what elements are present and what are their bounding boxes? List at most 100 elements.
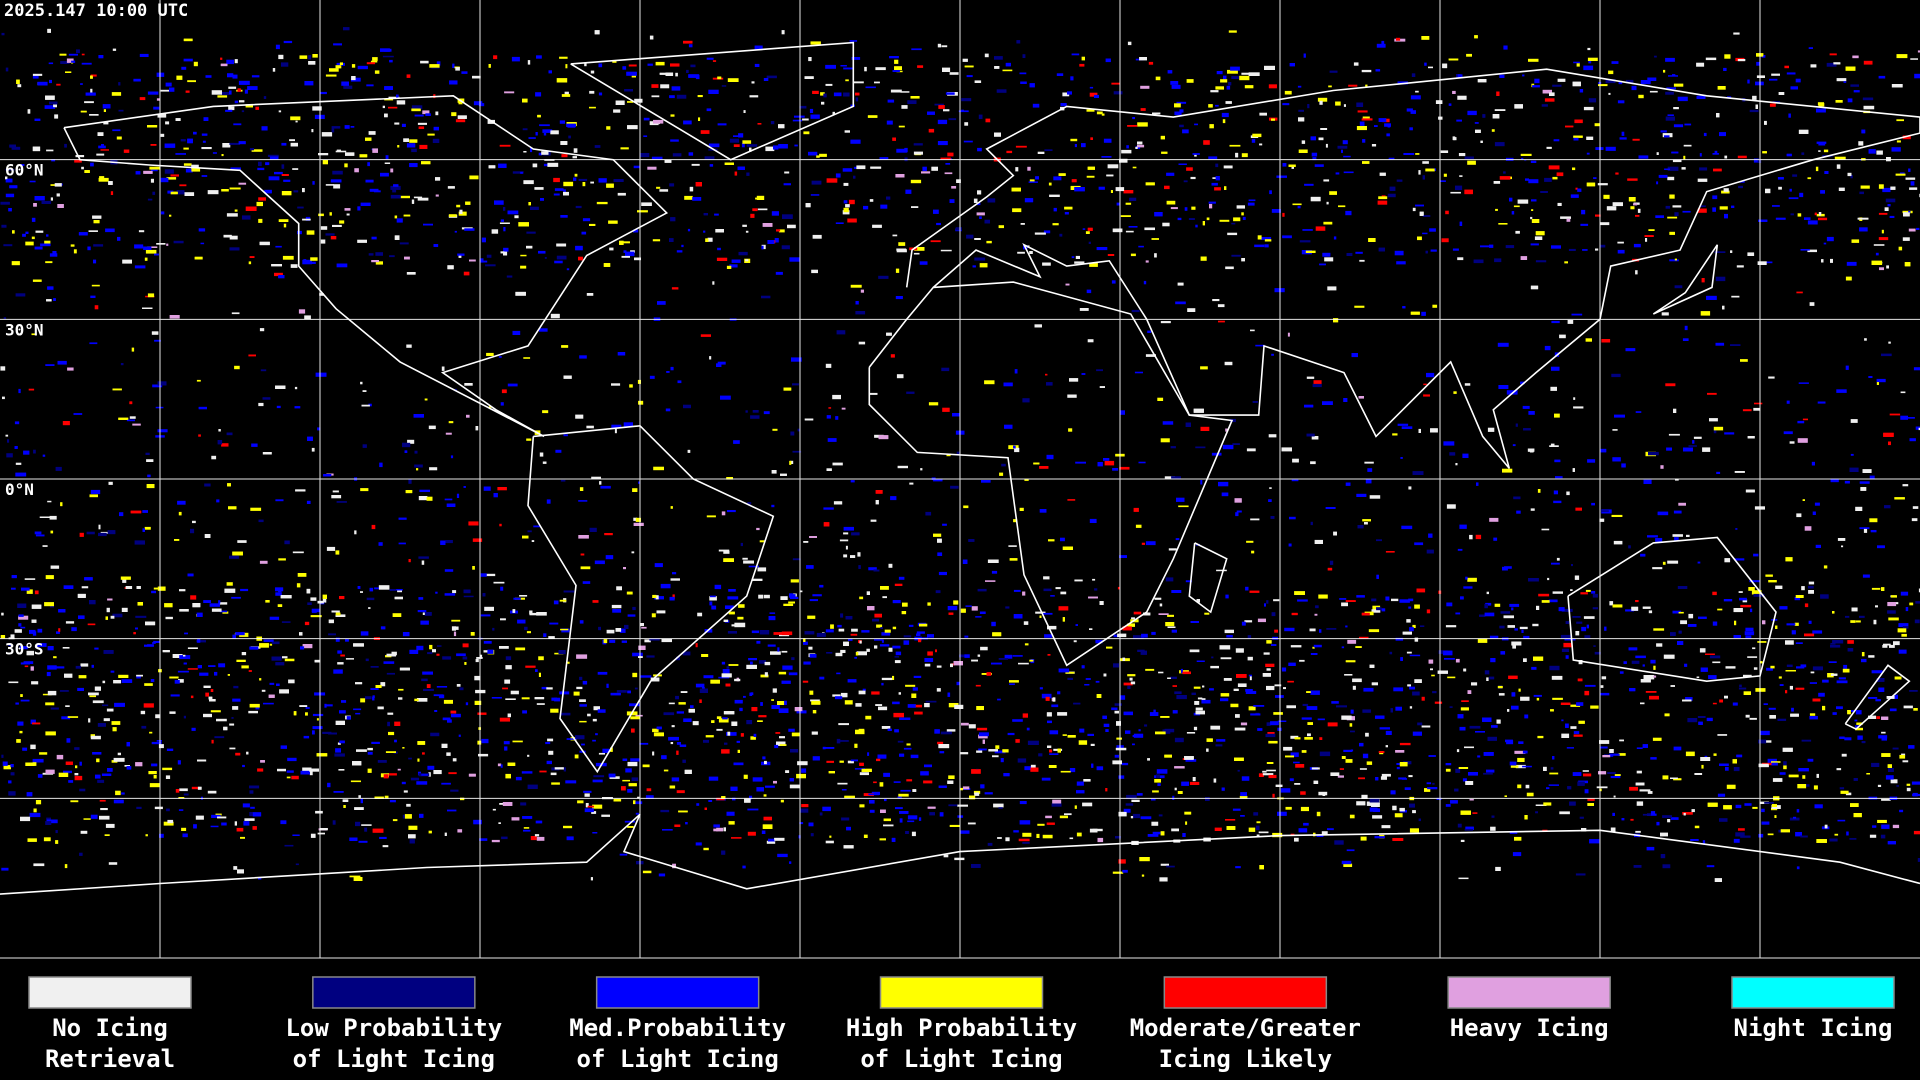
icing-pixel xyxy=(777,701,785,705)
icing-pixel xyxy=(20,626,26,629)
icing-pixel xyxy=(635,517,641,522)
icing-pixel xyxy=(106,708,114,712)
icing-pixel xyxy=(1121,149,1132,154)
icing-pixel xyxy=(966,234,974,239)
icing-pixel xyxy=(548,750,554,755)
icing-pixel xyxy=(1632,138,1640,141)
icing-pixel xyxy=(1809,682,1817,684)
icing-pixel xyxy=(3,765,11,770)
icing-pixel xyxy=(451,626,456,631)
icing-pixel xyxy=(1365,479,1372,484)
icing-pixel xyxy=(1511,692,1516,697)
icing-pixel xyxy=(1531,666,1537,670)
icing-pixel xyxy=(892,701,900,705)
icing-pixel xyxy=(176,75,183,80)
icing-pixel xyxy=(692,721,699,726)
icing-pixel xyxy=(0,635,6,639)
icing-pixel xyxy=(1004,654,1013,659)
icing-pixel xyxy=(1888,768,1894,772)
icing-pixel xyxy=(394,739,397,743)
icing-pixel xyxy=(1345,660,1356,663)
icing-pixel xyxy=(1559,334,1566,339)
icing-pixel xyxy=(1053,176,1062,181)
icing-pixel xyxy=(1449,706,1453,708)
icing-pixel xyxy=(312,713,324,717)
icing-pixel xyxy=(1394,813,1403,818)
icing-pixel xyxy=(1827,673,1834,678)
icing-pixel xyxy=(283,40,293,44)
icing-pixel xyxy=(445,432,452,435)
icing-pixel xyxy=(1801,152,1805,155)
icing-pixel xyxy=(573,177,577,181)
icing-pixel xyxy=(1573,731,1580,735)
icing-pixel xyxy=(538,152,543,156)
icing-pixel xyxy=(184,192,195,196)
icing-pixel xyxy=(1292,203,1302,206)
icing-pixel xyxy=(1683,812,1686,816)
icing-pixel xyxy=(505,656,512,661)
icing-pixel xyxy=(634,98,643,103)
icing-pixel xyxy=(1084,684,1090,686)
icing-pixel xyxy=(1514,628,1518,631)
icing-pixel xyxy=(1356,102,1364,107)
icing-pixel xyxy=(1570,704,1581,707)
icing-pixel xyxy=(1898,246,1903,251)
icing-pixel xyxy=(872,224,882,228)
icing-pixel xyxy=(379,836,387,839)
icing-pixel xyxy=(310,257,318,261)
icing-pixel xyxy=(1530,508,1535,511)
icing-pixel xyxy=(1041,693,1052,699)
icing-pixel xyxy=(1838,187,1845,191)
icing-pixel xyxy=(1530,216,1533,220)
icing-pixel xyxy=(1575,631,1580,636)
icing-pixel xyxy=(1319,100,1323,105)
icing-pixel xyxy=(924,658,934,662)
icing-pixel xyxy=(275,245,282,248)
icing-pixel xyxy=(1551,366,1560,371)
icing-pixel xyxy=(1094,588,1098,591)
icing-pixel xyxy=(1733,608,1743,613)
icing-pixel xyxy=(1445,210,1449,215)
icing-pixel xyxy=(835,696,843,700)
icing-pixel xyxy=(882,596,887,599)
icing-pixel xyxy=(49,253,58,257)
icing-pixel xyxy=(843,200,848,204)
icing-pixel xyxy=(682,759,686,763)
icing-pixel xyxy=(1088,241,1091,244)
icing-pixel xyxy=(1159,603,1163,607)
icing-pixel xyxy=(3,317,7,320)
icing-pixel xyxy=(196,640,206,643)
icing-pixel xyxy=(1264,603,1266,607)
icing-pixel xyxy=(1327,286,1337,291)
icing-pixel xyxy=(1352,685,1356,690)
icing-pixel xyxy=(1738,687,1747,690)
icing-pixel xyxy=(1452,90,1456,94)
icing-pixel xyxy=(334,753,345,757)
icing-pixel xyxy=(1120,215,1131,217)
icing-pixel xyxy=(1172,710,1178,714)
icing-pixel xyxy=(1901,633,1907,637)
icing-pixel xyxy=(1875,252,1879,256)
icing-pixel xyxy=(1018,838,1030,842)
icing-pixel xyxy=(110,191,114,195)
icing-pixel xyxy=(1878,184,1884,189)
icing-pixel xyxy=(554,188,564,191)
icing-pixel xyxy=(234,821,237,826)
icing-pixel xyxy=(473,819,482,825)
icing-pixel xyxy=(1181,781,1189,786)
icing-pixel xyxy=(263,702,274,705)
icing-pixel xyxy=(524,626,528,631)
icing-pixel xyxy=(451,112,457,117)
icing-pixel xyxy=(25,241,34,246)
icing-pixel xyxy=(504,746,508,751)
icing-pixel xyxy=(993,803,1004,808)
icing-pixel xyxy=(579,487,584,491)
icing-pixel xyxy=(1795,832,1802,837)
icing-pixel xyxy=(1212,177,1218,179)
icing-pixel xyxy=(660,583,671,589)
icing-pixel xyxy=(272,68,276,72)
icing-pixel xyxy=(145,452,150,455)
icing-pixel xyxy=(429,467,438,471)
icing-pixel xyxy=(1330,772,1340,776)
icing-pixel xyxy=(1058,606,1069,611)
